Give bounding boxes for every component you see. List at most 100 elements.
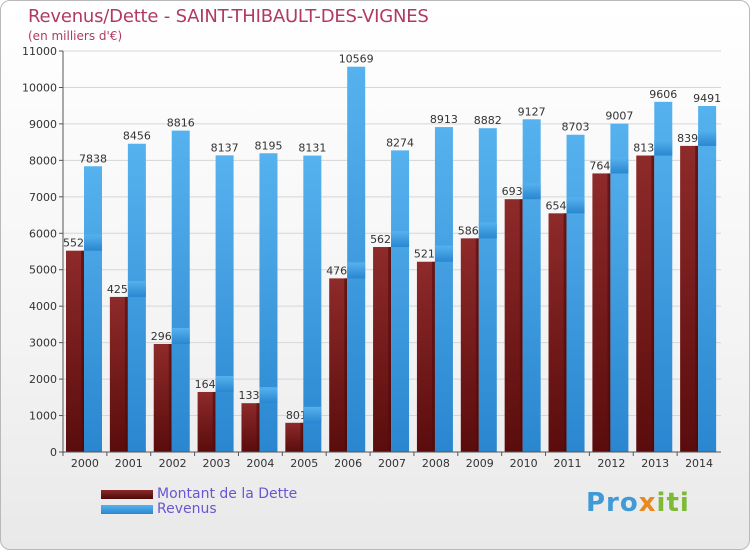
bars: 5522783842548456296388161647813713398195… <box>63 53 721 453</box>
label-revenus-2008: 8913 <box>430 113 458 126</box>
x-tick-label-2001: 2001 <box>115 457 143 470</box>
x-tick-label-2002: 2002 <box>159 457 187 470</box>
bar-dette-2010 <box>504 199 523 452</box>
bar-revenus-overlap-2003 <box>215 375 234 392</box>
bar-dette-shade-2005 <box>300 422 304 452</box>
label-revenus-2006: 10569 <box>339 53 374 66</box>
label-revenus-2009: 8882 <box>474 114 502 127</box>
x-tick-label-2003: 2003 <box>203 457 231 470</box>
label-revenus-2005: 8131 <box>298 142 326 155</box>
label-revenus-2002: 8816 <box>167 117 195 130</box>
y-tick-label: 9000 <box>29 118 57 131</box>
bar-revenus-overlap-2014 <box>698 129 717 146</box>
bar-revenus-2009 <box>478 128 497 452</box>
label-dette-2005: 801 <box>286 409 307 422</box>
bar-revenus-2002 <box>171 130 190 452</box>
bar-dette-2011 <box>548 213 567 452</box>
bar-dette-2007 <box>373 247 392 452</box>
label-revenus-2003: 8137 <box>211 141 239 154</box>
y-tick-label: 1000 <box>29 410 57 423</box>
bar-dette-shade-2000 <box>81 250 84 452</box>
bar-revenus-2011 <box>566 134 585 452</box>
x-tick-label-2005: 2005 <box>290 457 318 470</box>
bar-revenus-overlap-2009 <box>478 222 497 239</box>
bar-revenus-overlap-2008 <box>434 245 453 262</box>
x-tick-label-2009: 2009 <box>466 457 494 470</box>
y-tick-label: 8000 <box>29 154 57 167</box>
bar-dette-shade-2014 <box>695 145 699 452</box>
label-revenus-2010: 9127 <box>518 105 546 118</box>
bar-revenus-overlap-2012 <box>610 157 629 174</box>
x-tick-label-2010: 2010 <box>510 457 538 470</box>
bar-dette-shade-2012 <box>607 173 611 452</box>
y-tick-label: 11000 <box>22 45 57 58</box>
proxiti-logo: Proxiti <box>586 488 690 518</box>
y-tick-label: 5000 <box>29 264 57 277</box>
bar-revenus-overlap-2010 <box>522 183 541 200</box>
bar-dette-shade-2011 <box>563 213 567 452</box>
y-tick-label: 0 <box>50 446 57 459</box>
bar-dette-shade-2001 <box>124 296 128 452</box>
x-tick-label-2013: 2013 <box>641 457 669 470</box>
bar-revenus-overlap-2001 <box>127 280 146 297</box>
y-tick-label: 4000 <box>29 300 57 313</box>
x-tick-label-2000: 2000 <box>71 457 99 470</box>
bar-dette-2014 <box>680 145 699 452</box>
legend-swatch-debt <box>101 490 153 499</box>
chart-title: Revenus/Dette - SAINT-THIBAULT-DES-VIGNE… <box>28 6 429 27</box>
bar-revenus-2003 <box>215 155 234 452</box>
bar-dette-2004 <box>241 403 260 452</box>
bar-dette-shade-2007 <box>388 247 392 452</box>
bar-dette-2008 <box>416 261 435 452</box>
bar-dette-shade-2002 <box>168 343 172 452</box>
y-tick-label: 6000 <box>29 227 57 240</box>
bar-dette-2000 <box>66 250 84 452</box>
bar-revenus-overlap-2011 <box>566 197 585 214</box>
bar-revenus-overlap-2006 <box>347 262 366 279</box>
bar-revenus-overlap-2002 <box>171 327 190 344</box>
chart-subtitle: (en milliers d'€) <box>28 29 123 43</box>
label-revenus-2011: 8703 <box>562 121 590 134</box>
x-tick-label-2006: 2006 <box>334 457 362 470</box>
x-tick-label-2014: 2014 <box>685 457 713 470</box>
x-tick-label-2007: 2007 <box>378 457 406 470</box>
bar-dette-shade-2004 <box>256 403 260 452</box>
legend-label-revenue: Revenus <box>157 501 217 517</box>
label-revenus-2014: 9491 <box>693 92 721 105</box>
x-tick-label-2011: 2011 <box>553 457 581 470</box>
y-tick-label: 3000 <box>29 337 57 350</box>
label-revenus-2004: 8195 <box>254 139 282 152</box>
bar-dette-shade-2009 <box>475 238 479 452</box>
bar-revenus-2008 <box>434 127 453 453</box>
bar-revenus-2006 <box>347 66 366 452</box>
y-tick-label: 2000 <box>29 373 57 386</box>
bar-dette-2012 <box>592 173 611 452</box>
label-revenus-2001: 8456 <box>123 130 151 143</box>
bar-dette-2002 <box>153 343 172 452</box>
bar-revenus-overlap-2005 <box>303 406 322 423</box>
y-tick-label: 7000 <box>29 191 57 204</box>
x-tick-label-2012: 2012 <box>597 457 625 470</box>
bar-revenus-2010 <box>522 119 541 453</box>
logo-part-2: x <box>638 488 657 518</box>
bar-revenus-overlap-2004 <box>259 387 278 404</box>
bar-dette-2003 <box>197 391 216 452</box>
x-tick-label-2004: 2004 <box>246 457 274 470</box>
label-dette-2004: 1339 <box>238 389 266 402</box>
bar-revenus-2001 <box>127 143 146 452</box>
x-tick-label-2008: 2008 <box>422 457 450 470</box>
label-revenus-2012: 9007 <box>605 110 633 123</box>
legend-swatch-revenue <box>101 505 153 514</box>
y-tick-label: 10000 <box>22 81 57 94</box>
bar-revenus-2004 <box>259 153 278 452</box>
bar-revenus-overlap-2013 <box>654 139 673 156</box>
bar-dette-shade-2010 <box>519 199 523 452</box>
legend-label-debt: Montant de la Dette <box>157 486 298 502</box>
bar-revenus-2000 <box>84 166 102 452</box>
label-revenus-2007: 8274 <box>386 136 414 149</box>
bar-revenus-2013 <box>654 101 673 453</box>
axes: 0 1000 2000 3000 4000 5000 6000 7000 8000 9000 100… <box>22 45 721 470</box>
bar-dette-shade-2006 <box>344 278 348 452</box>
